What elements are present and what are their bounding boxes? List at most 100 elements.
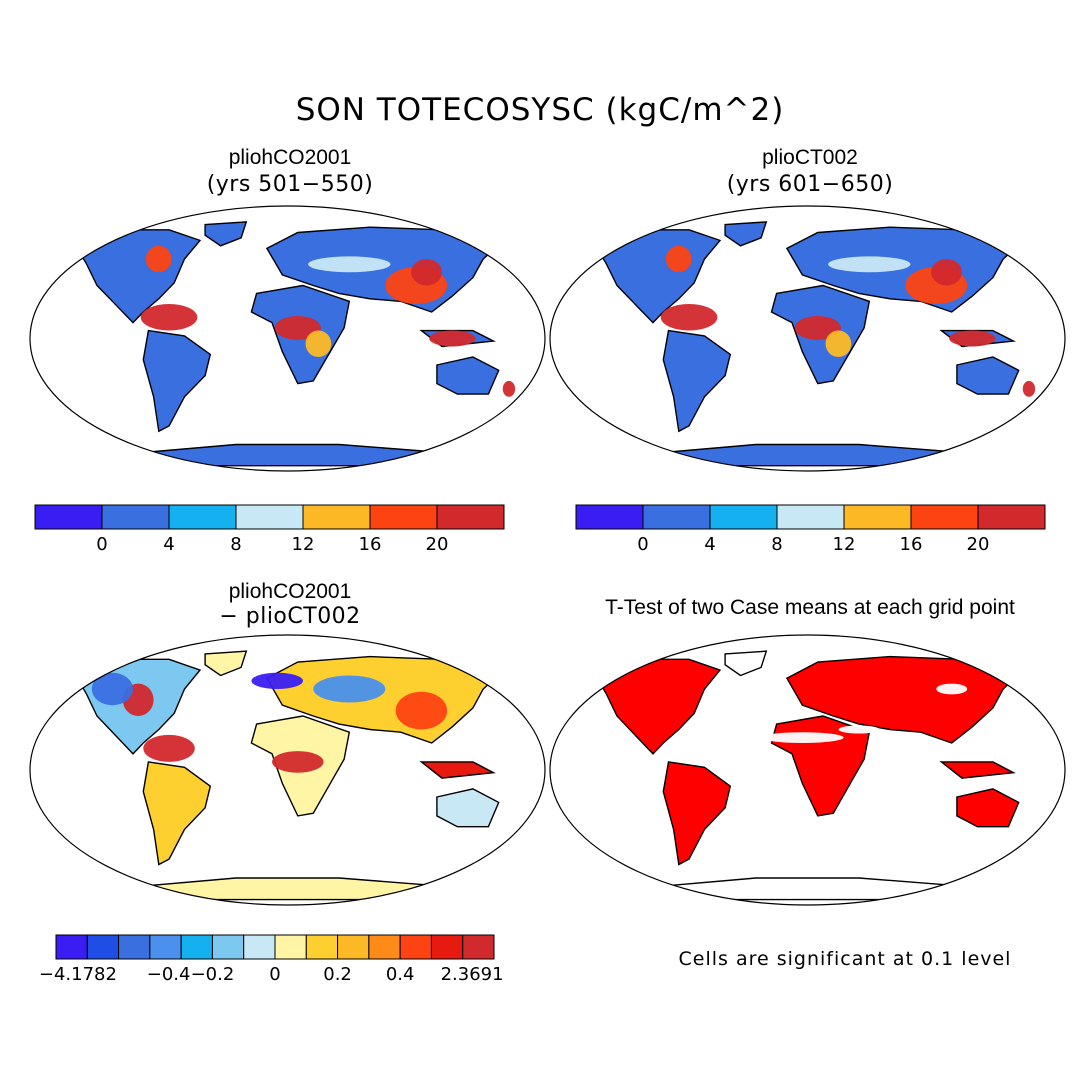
colorbar-swatch — [462, 934, 495, 960]
colorbar-swatch — [180, 934, 213, 960]
panel-title-diff: pliohCO2001 — [228, 580, 352, 603]
colorbar-tick-label: 0.4 — [386, 964, 415, 985]
panel-title-case1: pliohCO2001 — [228, 146, 352, 169]
value-patch — [272, 751, 324, 773]
colorbar-tick-label: 16 — [359, 534, 382, 555]
colorbar-tick-label: 20 — [967, 534, 990, 555]
colorbar-swatch — [86, 934, 120, 960]
colorbar-tick-label: −4.1782 — [39, 964, 117, 985]
colorbar-tick-label: 0 — [269, 964, 280, 985]
colorbar-tick-label: 12 — [833, 534, 856, 555]
colorbar-swatch — [977, 504, 1046, 530]
value-patch — [828, 256, 911, 273]
colorbar-tick-label: 8 — [771, 534, 782, 555]
colorbar-swatch — [436, 504, 505, 530]
map-border — [29, 205, 546, 472]
value-patch — [429, 330, 476, 347]
colorbar-tick-label: 12 — [292, 534, 315, 555]
continent-northAmerica — [590, 658, 722, 755]
colorbar-swatch — [118, 934, 151, 960]
panel-title-ttest: T-Test of two Case means at each grid po… — [605, 596, 1015, 619]
continent-greenland — [724, 221, 768, 247]
panel-subtitle-case1: (yrs 501−550) — [206, 172, 374, 197]
value-patch — [665, 245, 692, 273]
colorbar-swatch — [910, 504, 979, 530]
map-border — [549, 205, 1066, 472]
colorbar-swatch — [709, 504, 778, 530]
continent-greenland — [204, 221, 248, 247]
value-patch — [395, 691, 448, 730]
continent-australia — [956, 356, 1020, 395]
continent-southAmerica — [142, 761, 212, 866]
value-patch — [936, 683, 968, 695]
colorbar-swatch — [243, 934, 276, 960]
value-patch — [305, 330, 332, 358]
continent-eurasia — [785, 655, 1026, 744]
colorbar-swatch — [235, 504, 304, 530]
continent-indonesia — [939, 761, 1016, 779]
continent-southAmerica — [142, 329, 212, 433]
value-patch — [313, 675, 386, 703]
colorbar-swatch — [168, 504, 237, 530]
colorbar-swatch — [430, 934, 464, 960]
value-patch — [949, 330, 996, 347]
value-patch — [931, 259, 962, 286]
colorbar-tick-label: 0 — [96, 534, 107, 555]
map-border — [549, 634, 1066, 906]
colorbar-tick-label: 20 — [426, 534, 449, 555]
value-patch — [794, 315, 841, 340]
colorbar-tick-label: 0.2 — [323, 964, 352, 985]
value-patch — [838, 725, 880, 734]
continent-southAmerica — [662, 761, 732, 866]
value-patch — [140, 304, 198, 331]
continent-eurasia — [265, 655, 506, 744]
main-title: SON TOTECOSYSC (kgC/m^2) — [295, 92, 785, 128]
value-patch — [143, 734, 195, 762]
continent-indonesia — [419, 761, 496, 779]
colorbar-tick-label: 4 — [704, 534, 715, 555]
continent-greenland — [204, 650, 248, 677]
value-patch — [825, 330, 852, 358]
value-patch — [251, 672, 303, 690]
colorbar-swatch — [642, 504, 711, 530]
colorbar-swatch — [149, 934, 182, 960]
colorbar-swatch — [101, 504, 170, 530]
value-patch — [411, 259, 442, 286]
panel-subtitle-diff: − plioCT002 — [219, 604, 361, 629]
colorbar-tick-label: 0 — [637, 534, 648, 555]
colorbar-swatch — [399, 934, 432, 960]
colorbar-swatch — [843, 504, 912, 530]
colorbar-swatch — [305, 934, 339, 960]
value-patch — [274, 315, 321, 340]
colorbar-swatch — [211, 934, 245, 960]
colorbar-swatch — [337, 934, 370, 960]
colorbar-swatch — [274, 934, 307, 960]
colorbar-tick-label: 4 — [163, 534, 174, 555]
colorbar-tick-label: 8 — [230, 534, 241, 555]
value-patch — [1022, 380, 1036, 397]
continent-greenland — [724, 650, 768, 677]
colorbar-tick-label: −0.2 — [191, 964, 235, 985]
significance-note: Cells are significant at 0.1 level — [678, 948, 1012, 970]
value-patch — [660, 304, 718, 331]
colorbar-tick-label: 2.3691 — [441, 964, 504, 985]
panel-subtitle-case2: (yrs 601−650) — [726, 172, 894, 197]
colorbar-swatch — [55, 934, 88, 960]
colorbar-swatch — [369, 504, 438, 530]
colorbar-swatch — [776, 504, 845, 530]
continent-australia — [436, 788, 500, 828]
continent-australia — [436, 356, 500, 395]
value-patch — [761, 732, 844, 743]
colorbar-tick-label: 16 — [900, 534, 923, 555]
map-border — [29, 634, 546, 906]
continent-australia — [956, 788, 1020, 828]
value-patch — [91, 672, 133, 706]
panel-title-case2: plioCT002 — [762, 146, 858, 169]
